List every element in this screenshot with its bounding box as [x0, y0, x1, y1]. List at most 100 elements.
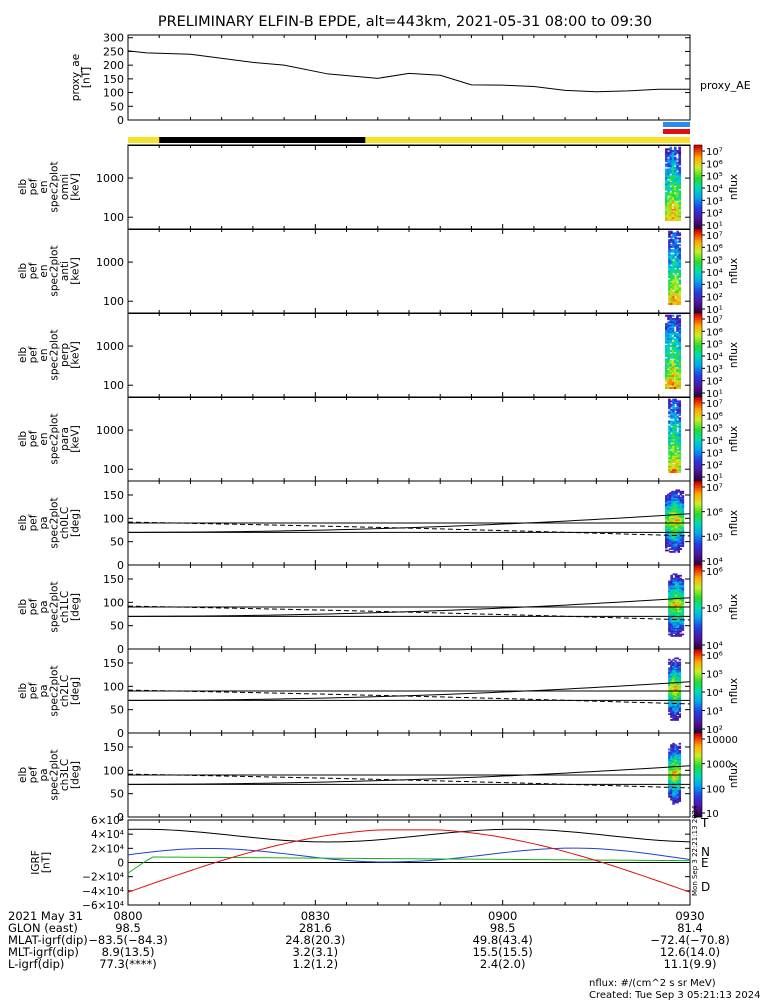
omni-spectrogram-cell — [676, 173, 679, 176]
ch0lc-ylabel-line: pef — [27, 514, 39, 531]
ch2lc-colorbar-cell — [694, 726, 702, 730]
ch2lc-spectrogram-cell — [678, 684, 682, 687]
perp-colorbar-label: 10⁶ — [706, 327, 723, 338]
ch0lc-spectrogram-cell — [671, 502, 674, 505]
ch2lc-spectrogram-cell — [670, 674, 673, 677]
ch2lc-spectrogram-cell — [670, 706, 673, 708]
perp-spectrogram-cell — [676, 368, 679, 371]
anti-colorbar-cell — [694, 250, 702, 253]
para-spectrogram-cell — [676, 410, 679, 413]
ch3lc-colorbar-label: 100 — [706, 784, 725, 795]
ch0lc-spectrogram-cell — [667, 499, 670, 502]
anti-colorbar-cell — [694, 273, 702, 276]
omni-spectrogram-cell — [665, 193, 668, 196]
omni-spectrogram-cell — [665, 198, 668, 201]
anti-spectrogram-cell — [674, 257, 677, 260]
perp-spectrogram-cell — [667, 386, 670, 389]
para-spectrogram-cell — [678, 462, 682, 465]
ch0lc-spectrogram-cell — [673, 497, 676, 500]
para-colorbar-cell — [694, 436, 702, 440]
ch3lc-colorbar-cell — [694, 760, 702, 763]
ch3lc-colorbar-cell — [694, 779, 702, 782]
ch2lc-spectrogram-cell — [678, 708, 682, 711]
para-spectrogram-cell — [672, 469, 675, 472]
ch1lc-spectrogram-cell — [674, 576, 678, 579]
omni-spectrogram-cell — [678, 148, 682, 151]
ch0lc-spectrogram-cell — [679, 510, 683, 513]
anti-spectrogram-cell — [672, 254, 675, 257]
ch0lc-spectrogram-cell — [679, 523, 683, 526]
omni-colorbar-cell — [694, 145, 702, 148]
para-spectrogram-cell — [670, 412, 673, 415]
ch3lc-spectrogram-cell — [676, 791, 679, 794]
ch0lc-colorbar-cell — [694, 562, 702, 566]
omni-spectrogram-cell — [665, 171, 668, 174]
anti-colorbar-cell — [694, 258, 702, 261]
para-spectrogram-cell — [672, 464, 675, 467]
ch1lc-spectrogram-cell — [670, 626, 674, 629]
ch0lc-spectrogram-cell — [673, 548, 676, 550]
omni-spectrogram-cell — [676, 151, 679, 154]
xaxis-tick-0900-line: 2.4(2.0) — [480, 957, 526, 971]
anti-spectrogram-cell — [676, 302, 679, 305]
perp-spectrogram-cell — [673, 343, 677, 346]
ch2lc-spectrogram-cell — [676, 687, 679, 690]
ch0lc-spectrogram-cell — [673, 490, 676, 493]
omni-spectrogram-cell — [678, 190, 682, 193]
ch1lc-spectrogram-cell — [670, 590, 674, 593]
perp-spectrogram-cell — [676, 353, 679, 356]
ch1lc-spectrogram-cell — [677, 581, 680, 584]
ch0lc-spectrogram-cell — [673, 512, 676, 515]
omni-y-tick-label: 1000 — [96, 172, 124, 185]
ch0lc-spectrogram-cell — [671, 520, 674, 523]
ch0lc-spectrogram-cell — [677, 546, 680, 549]
ch2lc-colorbar-cell — [694, 659, 702, 663]
anti-spectrogram-cell — [668, 297, 671, 300]
ch0lc-spectrogram-cell — [665, 539, 668, 542]
anti-spectrogram-cell — [672, 294, 675, 297]
perp-colorbar-cell — [694, 348, 702, 352]
ch0lc-spectrogram-cell — [681, 545, 685, 548]
para-spectrogram-cell — [670, 405, 673, 408]
ch0lc-spectrogram-cell — [677, 500, 680, 503]
anti-colorbar-cell — [694, 283, 702, 287]
ch0lc-spectrogram-cell — [675, 493, 678, 496]
perp-colorbar-cell — [694, 329, 702, 333]
ch0lc-spectrogram-cell — [669, 532, 672, 535]
para-spectrogram-cell — [676, 445, 679, 448]
ch3lc-spectrogram-cell — [676, 752, 679, 755]
xaxis-row-label: L-igrf(dip) — [8, 957, 64, 971]
omni-spectrogram-cell — [673, 195, 677, 198]
xaxis-tick-0830-line: 281.6 — [299, 921, 332, 935]
ch3lc-spectrogram-cell — [672, 761, 675, 764]
omni-spectrogram-cell — [671, 173, 675, 176]
ch0lc-spectrogram-cell — [679, 540, 683, 543]
omni-spectrogram-cell — [678, 171, 682, 174]
omni-spectrogram-cell — [676, 150, 679, 153]
ch1lc-spectrogram-cell — [670, 583, 674, 586]
ch3lc-colorbar-cell — [694, 739, 702, 742]
perp-spectrogram-cell — [669, 314, 673, 317]
ch3lc-spectrogram-cell — [670, 794, 673, 797]
ch1lc-spectrogram-cell — [677, 587, 680, 590]
ch0lc-spectrogram-cell — [673, 503, 676, 506]
ch3lc-colorbar-cell — [694, 787, 702, 791]
ch1lc-spectrogram-cell — [668, 602, 671, 604]
para-colorbar-cell — [694, 409, 702, 413]
ch0lc-spectrogram-cell — [681, 496, 685, 499]
omni-spectrogram-cell — [671, 163, 675, 166]
ch2lc-spectrogram-cell — [668, 710, 671, 713]
proxy-ae-y-tick-label: 300 — [103, 32, 124, 45]
perp-spectrogram-cell — [673, 323, 677, 326]
ch3lc-spectrogram-cell — [678, 760, 682, 762]
ch3lc-spectrogram-cell — [668, 752, 671, 755]
xaxis-tick-0800-line: 8.9(13.5) — [102, 945, 155, 959]
ch2lc-y-tick-label: 100 — [103, 680, 124, 693]
ch1lc-spectrogram-cell — [677, 584, 680, 587]
ch2lc-spectrogram-cell — [672, 686, 675, 688]
omni-spectrogram-cell — [669, 153, 673, 156]
ch0lc-colorbar-cell — [694, 512, 702, 516]
xaxis-tick-0930-line: 81.4 — [677, 921, 703, 935]
ch2lc-spectrogram-cell — [670, 701, 673, 704]
